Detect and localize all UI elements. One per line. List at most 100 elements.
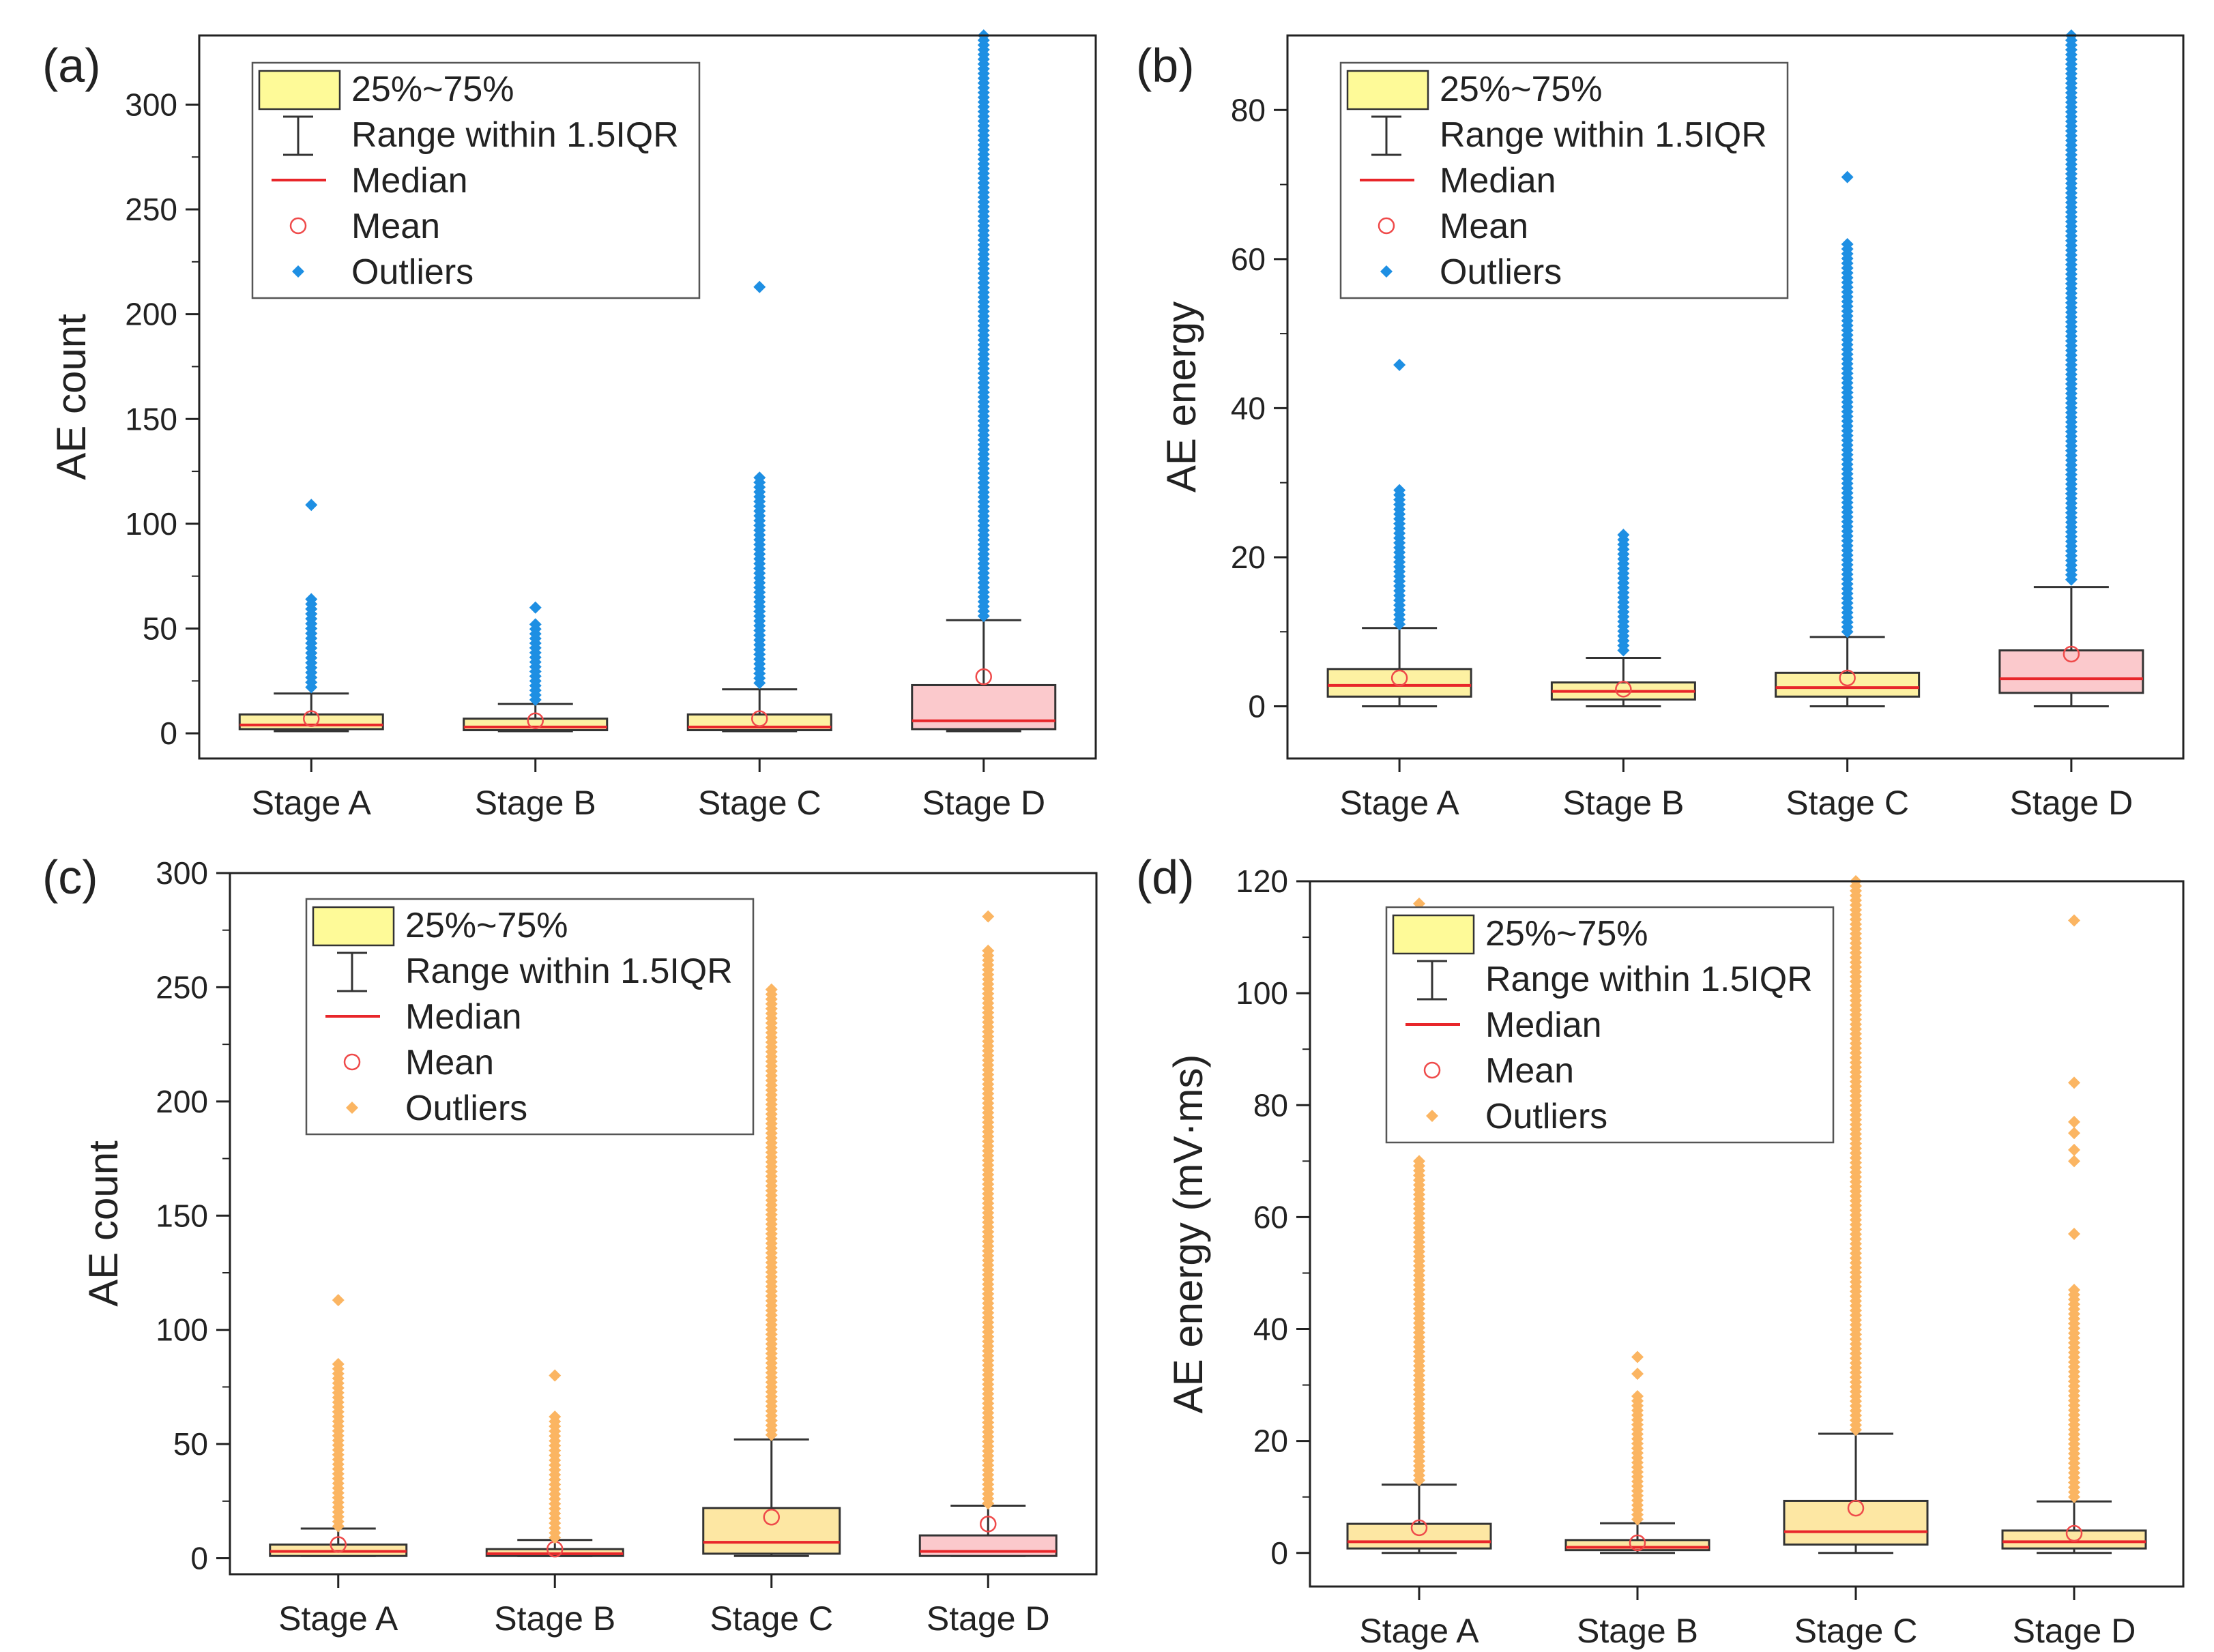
- box-group: [702, 983, 841, 1557]
- box-group: [463, 601, 609, 733]
- outlier-point: [529, 618, 542, 631]
- outlier-point: [982, 944, 995, 957]
- legend-label: Mean: [1440, 207, 1528, 246]
- y-axis-label: AE energy: [1159, 301, 1204, 492]
- mean-marker: [330, 1536, 347, 1553]
- y-tick-label: 150: [156, 1198, 208, 1233]
- y-tick-label: 80: [1231, 92, 1266, 128]
- iqr-box: [1346, 1522, 1492, 1550]
- x-tick-label: Stage C: [698, 784, 821, 822]
- legend-label: Range within 1.5IQR: [351, 115, 679, 155]
- y-tick-label: 20: [1253, 1424, 1288, 1459]
- outlier-point: [1631, 1351, 1644, 1363]
- legend-label: Range within 1.5IQR: [405, 952, 733, 991]
- outlier-point: [2068, 1284, 2080, 1297]
- y-tick-label: 100: [1236, 975, 1288, 1011]
- outlier-point: [1413, 1155, 1425, 1168]
- x-tick-label: Stage C: [1786, 784, 1909, 822]
- box-group: [918, 910, 1058, 1557]
- outlier-point: [2068, 1076, 2080, 1089]
- outlier-point: [1393, 359, 1406, 372]
- x-tick-label: Stage B: [475, 784, 596, 822]
- x-tick-label: Stage D: [927, 1599, 1050, 1638]
- y-tick-label: 0: [160, 716, 177, 751]
- outlier-point: [2068, 1115, 2080, 1128]
- legend-label: Range within 1.5IQR: [1440, 115, 1767, 155]
- outlier-point: [765, 983, 778, 996]
- legend-label: Outliers: [405, 1089, 527, 1128]
- mean-marker: [1615, 681, 1632, 698]
- x-tick-label: Stage D: [2010, 784, 2133, 822]
- legend-label: 25%~75%: [1485, 914, 1648, 954]
- mean-marker: [2063, 645, 2080, 663]
- mean-marker: [1629, 1534, 1646, 1552]
- x-tick-label: Stage C: [710, 1599, 833, 1638]
- x-tick-label: Stage A: [278, 1599, 398, 1638]
- box-group: [238, 499, 384, 733]
- legend-outlier-swatch: [292, 265, 304, 278]
- iqr-box: [1783, 1499, 1929, 1546]
- legend-mean-swatch: [1423, 1061, 1441, 1079]
- iqr-box: [1998, 649, 2144, 694]
- legend: 25%~75% Range within 1.5IQR Median Mean Outl…: [1385, 906, 1835, 1144]
- plot-frame: [1309, 880, 2185, 1588]
- box-group: [1550, 529, 1696, 708]
- x-tick-label: Stage A: [252, 784, 372, 822]
- y-tick-label: 50: [143, 611, 177, 647]
- legend-box-swatch: [258, 70, 341, 110]
- outlier-point: [1841, 171, 1854, 183]
- legend-outlier-swatch: [1380, 265, 1393, 278]
- x-tick-label: Stage B: [1577, 1612, 1698, 1650]
- x-tick-label: Stage C: [1794, 1612, 1918, 1650]
- legend-label: Outliers: [1440, 252, 1562, 292]
- chart-panel: (a) 0 50 100 150 200 250 300 AE count Stage A Stag…: [42, 29, 1097, 822]
- mean-marker: [1847, 1499, 1865, 1517]
- box-group: [686, 280, 832, 733]
- y-tick-label: 150: [125, 401, 177, 437]
- box-group: [1783, 875, 1929, 1554]
- y-axis-label: AE count: [81, 1140, 126, 1307]
- legend-mean-swatch: [1378, 217, 1395, 235]
- outlier-point: [753, 471, 766, 484]
- iqr-box: [2001, 1529, 2147, 1550]
- mean-marker: [751, 710, 768, 727]
- mean-marker: [980, 1516, 997, 1533]
- x-tick-label: Stage D: [2013, 1612, 2136, 1650]
- outlier-point: [332, 1357, 345, 1370]
- y-tick-label: 0: [1270, 1535, 1288, 1571]
- legend-box-swatch: [312, 906, 395, 947]
- x-tick-label: Stage B: [494, 1599, 615, 1638]
- legend-outlier-swatch: [1426, 1110, 1438, 1122]
- outlier-point: [305, 593, 318, 606]
- outlier-point: [1841, 237, 1854, 250]
- box-group: [1775, 171, 1921, 708]
- mean-marker: [975, 668, 992, 685]
- y-tick-label: 0: [190, 1541, 208, 1576]
- legend-label: Median: [1440, 161, 1556, 201]
- outlier-point: [1631, 1389, 1644, 1402]
- legend-label: 25%~75%: [351, 70, 514, 109]
- x-tick-label: Stage A: [1359, 1612, 1479, 1650]
- outlier-point: [1617, 529, 1630, 542]
- y-axis-label: AE energy (mV·ms): [1165, 1054, 1211, 1414]
- legend-label: Median: [405, 997, 522, 1037]
- outlier-point: [1631, 1368, 1644, 1381]
- outlier-point: [2068, 1127, 2080, 1140]
- mean-marker: [303, 710, 320, 727]
- legend-label: Range within 1.5IQR: [1485, 960, 1813, 999]
- outlier-point: [1393, 484, 1406, 497]
- mean-marker: [527, 712, 544, 729]
- plot-frame: [229, 872, 1098, 1576]
- y-tick-label: 250: [125, 192, 177, 227]
- plot-frame: [198, 34, 1097, 760]
- y-axis-label: AE count: [48, 314, 94, 480]
- legend-mean-swatch: [289, 217, 307, 235]
- y-tick-label: 80: [1253, 1087, 1288, 1123]
- legend-box-swatch: [1392, 914, 1475, 955]
- y-tick-label: 120: [1236, 864, 1288, 899]
- legend-label: Mean: [351, 207, 440, 246]
- y-tick-label: 100: [125, 506, 177, 542]
- x-tick-label: Stage D: [922, 784, 1045, 822]
- mean-marker: [763, 1509, 780, 1526]
